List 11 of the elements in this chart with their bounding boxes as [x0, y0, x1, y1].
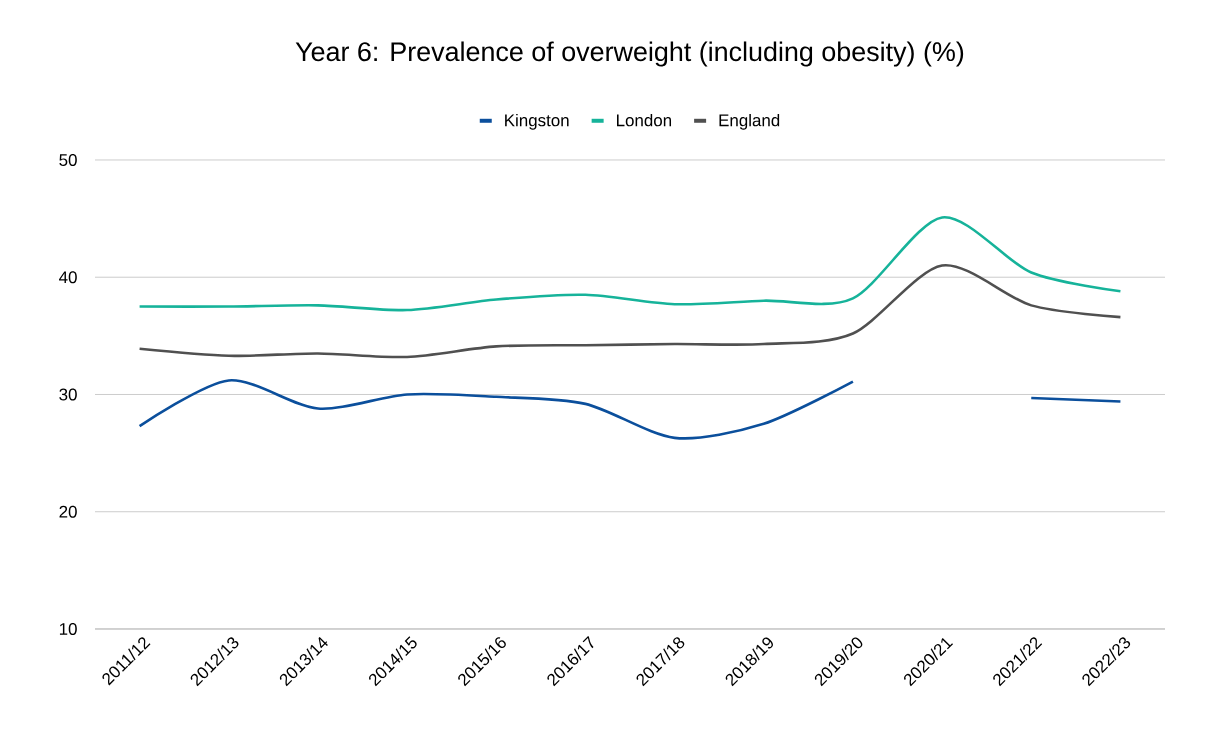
line-series	[138, 216, 1122, 312]
y-tick-label: 30	[59, 388, 77, 401]
y-tick-label: 10	[59, 622, 77, 635]
chart-title: Year 6: Prevalence of overweight (including obesity) (%)	[295, 41, 964, 67]
line-series	[138, 264, 1122, 359]
y-tick-label: 20	[59, 505, 77, 518]
legend-label: London	[617, 113, 672, 127]
y-tick-label: 50	[59, 153, 77, 166]
y-tick-label: 40	[59, 271, 77, 284]
legend-label: England	[719, 113, 780, 130]
legend-label: Kingston	[505, 113, 569, 130]
